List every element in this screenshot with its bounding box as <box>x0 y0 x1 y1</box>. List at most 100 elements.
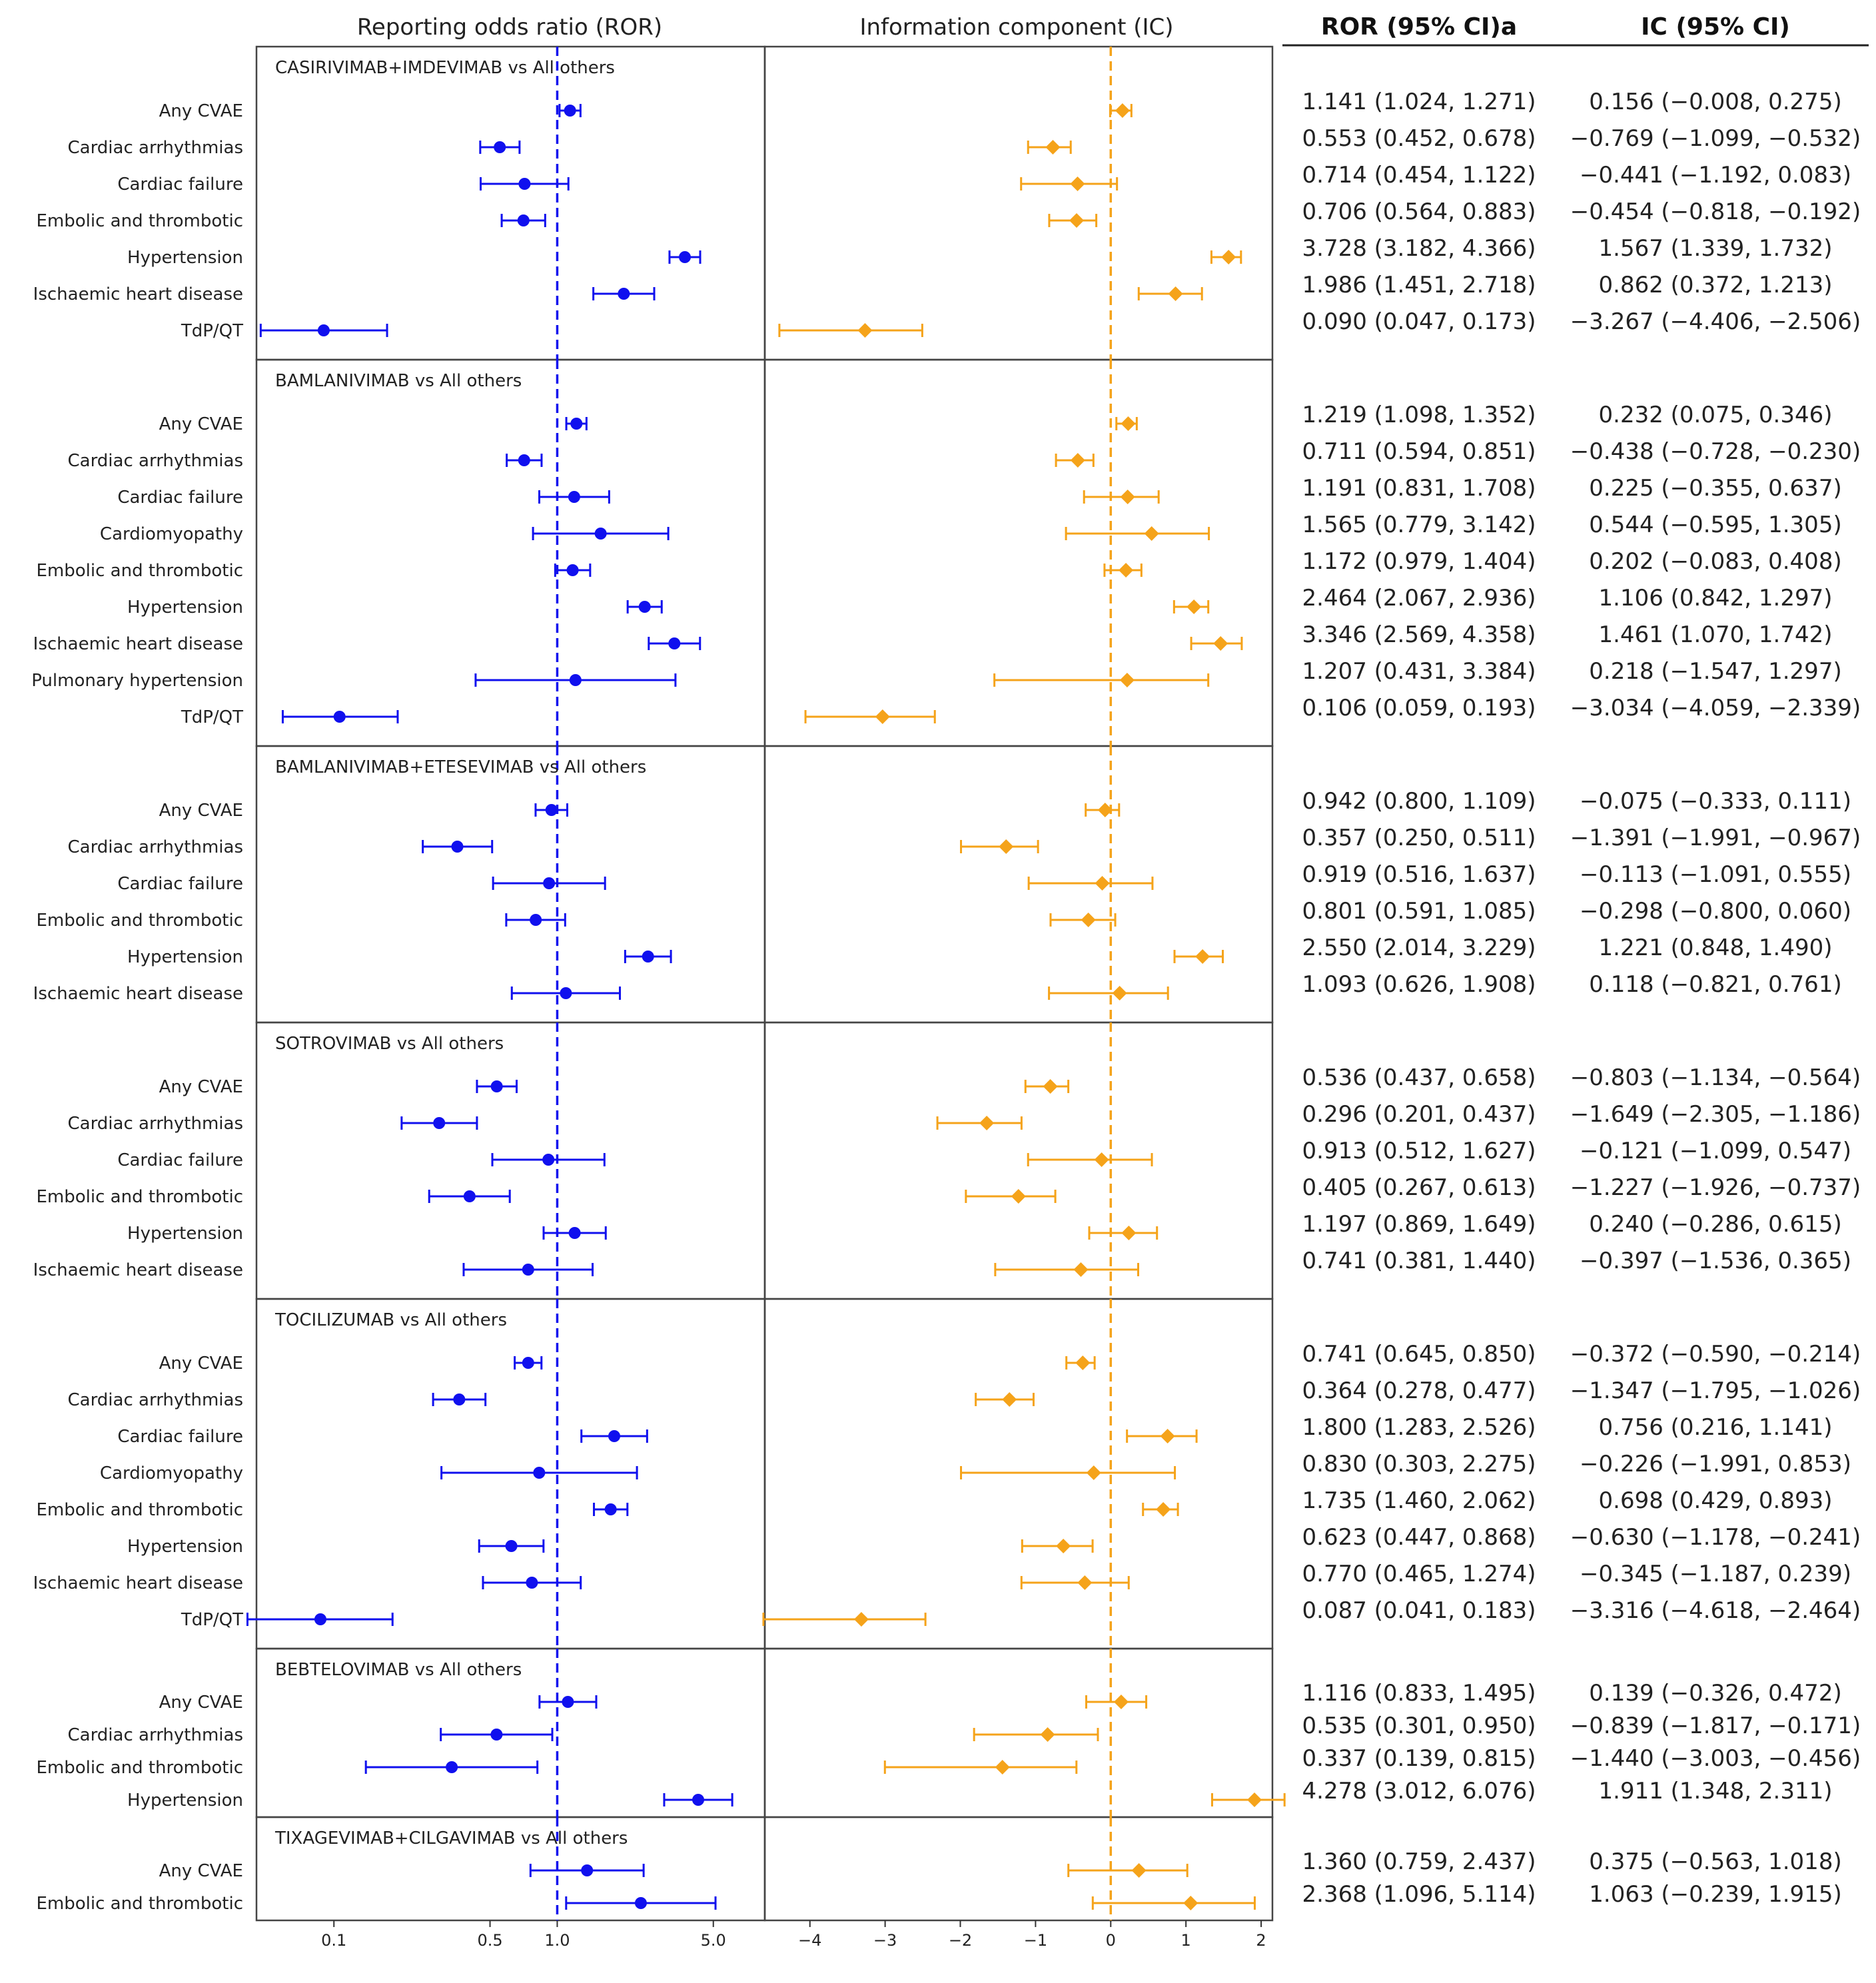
ror-ci-value: 0.830 (0.303, 2.275) <box>1302 1451 1536 1477</box>
ic-ci-value: −3.034 (−4.059, −2.339) <box>1570 695 1861 721</box>
ic-axis-tick-label: −4 <box>798 1931 821 1950</box>
ic-ci-value: −1.440 (−3.003, −0.456) <box>1570 1745 1861 1772</box>
ror-ci-value: 0.087 (0.041, 0.183) <box>1302 1597 1536 1624</box>
ic-ci-value: −3.267 (−4.406, −2.506) <box>1570 308 1861 335</box>
row-label: Any CVAE <box>159 801 243 821</box>
ror-point <box>692 1794 705 1806</box>
ror-point <box>518 454 530 466</box>
ic-ci-value: −0.839 (−1.817, −0.171) <box>1570 1713 1861 1739</box>
row-label: Hypertension <box>127 597 243 617</box>
ic-ci-value: 0.240 (−0.286, 0.615) <box>1589 1211 1841 1238</box>
ror-axis-tick-label: 0.5 <box>477 1931 502 1950</box>
ror-point <box>568 491 580 503</box>
ror-ci-value: 1.360 (0.759, 2.437) <box>1302 1848 1536 1875</box>
ic-point <box>1043 1079 1058 1094</box>
ic-point <box>1115 103 1130 118</box>
row-label: Hypertension <box>127 1537 243 1557</box>
ror-ci-value: 0.553 (0.452, 0.678) <box>1302 125 1536 152</box>
ror-ci-value: 1.116 (0.833, 1.495) <box>1302 1680 1536 1707</box>
row-label: Embolic and thrombotic <box>36 211 243 231</box>
ic-axis-tick-label: 0 <box>1106 1931 1116 1950</box>
ic-panel-frame <box>763 1021 1274 1300</box>
ror-point <box>446 1761 458 1773</box>
ror-ci-value: 0.942 (0.800, 1.109) <box>1302 788 1536 815</box>
ror-ci-value: 0.106 (0.059, 0.193) <box>1302 695 1536 721</box>
ic-axis-tick-label: −2 <box>949 1931 972 1950</box>
ic-ci-value: 0.756 (0.216, 1.141) <box>1599 1414 1833 1441</box>
row-label: Cardiac failure <box>117 874 243 894</box>
ic-ci-value: −0.372 (−0.590, −0.214) <box>1570 1341 1861 1368</box>
ror-point <box>566 564 579 576</box>
ic-axis-tick-label: −3 <box>873 1931 897 1950</box>
ic-ci-value: −0.630 (−1.178, −0.241) <box>1570 1524 1861 1551</box>
ror-ci-value: 0.741 (0.381, 1.440) <box>1302 1248 1536 1274</box>
row-label: TdP/QT <box>181 1610 243 1630</box>
ror-point <box>533 1467 546 1479</box>
ic-ci-value: −0.298 (−0.800, 0.060) <box>1580 898 1851 925</box>
ic-point <box>1195 949 1210 964</box>
group-title: BAMLANIVIMAB vs All others <box>275 371 522 391</box>
ror-point <box>433 1117 446 1129</box>
ic-point <box>1121 1226 1137 1240</box>
ic-plot-header: Information component (IC) <box>859 14 1173 41</box>
row-label: Hypertension <box>127 1224 243 1244</box>
ror-ci-value: 1.093 (0.626, 1.908) <box>1302 971 1536 998</box>
ic-ci-value: 1.461 (1.070, 1.742) <box>1599 621 1833 648</box>
ror-ci-value: 0.706 (0.564, 0.883) <box>1302 198 1536 225</box>
ror-ci-value: 1.735 (1.460, 2.062) <box>1302 1487 1536 1514</box>
ic-point <box>1070 177 1085 191</box>
ic-point <box>1120 490 1135 504</box>
row-label: Cardiomyopathy <box>100 524 243 544</box>
ror-point <box>530 914 542 926</box>
ic-point <box>1056 1539 1071 1553</box>
row-label: Hypertension <box>127 248 243 268</box>
ic-point <box>857 323 873 338</box>
ror-point <box>604 1503 617 1515</box>
ic-point <box>1160 1429 1175 1443</box>
ror-ci-value: 0.405 (0.267, 0.613) <box>1302 1174 1536 1201</box>
ic-point <box>1121 416 1136 431</box>
ror-ci-value: 4.278 (3.012, 6.076) <box>1302 1778 1536 1804</box>
row-label: TdP/QT <box>181 321 243 341</box>
ic-panel-frame <box>763 1816 1274 1922</box>
ic-point <box>1081 913 1096 927</box>
group-title: CASIRIVIMAB+IMDEVIMAB vs All others <box>275 58 615 78</box>
ror-point <box>522 1264 534 1276</box>
ic-ci-value: −0.075 (−0.333, 0.111) <box>1580 788 1851 815</box>
ic-ci-value: −0.769 (−1.099, −0.532) <box>1570 125 1861 152</box>
ic-ci-value: −0.441 (−1.192, 0.083) <box>1580 162 1851 189</box>
ror-point <box>453 1393 466 1405</box>
ror-plot-header: Reporting odds ratio (ROR) <box>357 14 662 41</box>
ic-point <box>1073 1262 1089 1277</box>
ror-point <box>570 418 583 430</box>
ic-ci-value: −0.438 (−0.728, −0.230) <box>1570 438 1861 465</box>
ic-point <box>1183 1896 1198 1910</box>
ror-point <box>333 711 346 723</box>
ror-point <box>517 214 530 226</box>
row-label: Cardiac arrhythmias <box>67 451 243 471</box>
row-label: Any CVAE <box>159 1861 243 1881</box>
ic-point <box>1131 1863 1147 1878</box>
row-label: Any CVAE <box>159 1693 243 1713</box>
ror-ci-value: 0.364 (0.278, 0.477) <box>1302 1378 1536 1404</box>
ic-ci-value: −0.803 (−1.134, −0.564) <box>1570 1064 1861 1091</box>
ror-point <box>494 141 506 153</box>
ic-point <box>1040 1727 1055 1742</box>
ic-ci-value: 0.375 (−0.563, 1.018) <box>1589 1848 1841 1875</box>
row-label: Ischaemic heart disease <box>33 1260 243 1280</box>
ror-point <box>526 1577 538 1589</box>
ic-ci-value: 1.063 (−0.239, 1.915) <box>1589 1881 1841 1908</box>
ror-ci-value: 1.207 (0.431, 3.384) <box>1302 658 1536 685</box>
row-label: Cardiac failure <box>117 488 243 508</box>
ic-point <box>1113 1695 1129 1709</box>
row-label: Cardiac arrhythmias <box>67 837 243 857</box>
ror-ci-value: 0.536 (0.437, 0.658) <box>1302 1064 1536 1091</box>
ic-point <box>853 1612 869 1627</box>
ic-ci-value: 1.567 (1.339, 1.732) <box>1599 235 1833 262</box>
ic-point <box>1069 213 1085 228</box>
ic-point <box>1221 250 1236 264</box>
ic-axis-tick-label: 2 <box>1256 1931 1266 1950</box>
ror-ci-value: 0.357 (0.250, 0.511) <box>1302 825 1536 851</box>
ror-point <box>518 178 531 190</box>
ror-ci-value: 0.090 (0.047, 0.173) <box>1302 308 1536 335</box>
